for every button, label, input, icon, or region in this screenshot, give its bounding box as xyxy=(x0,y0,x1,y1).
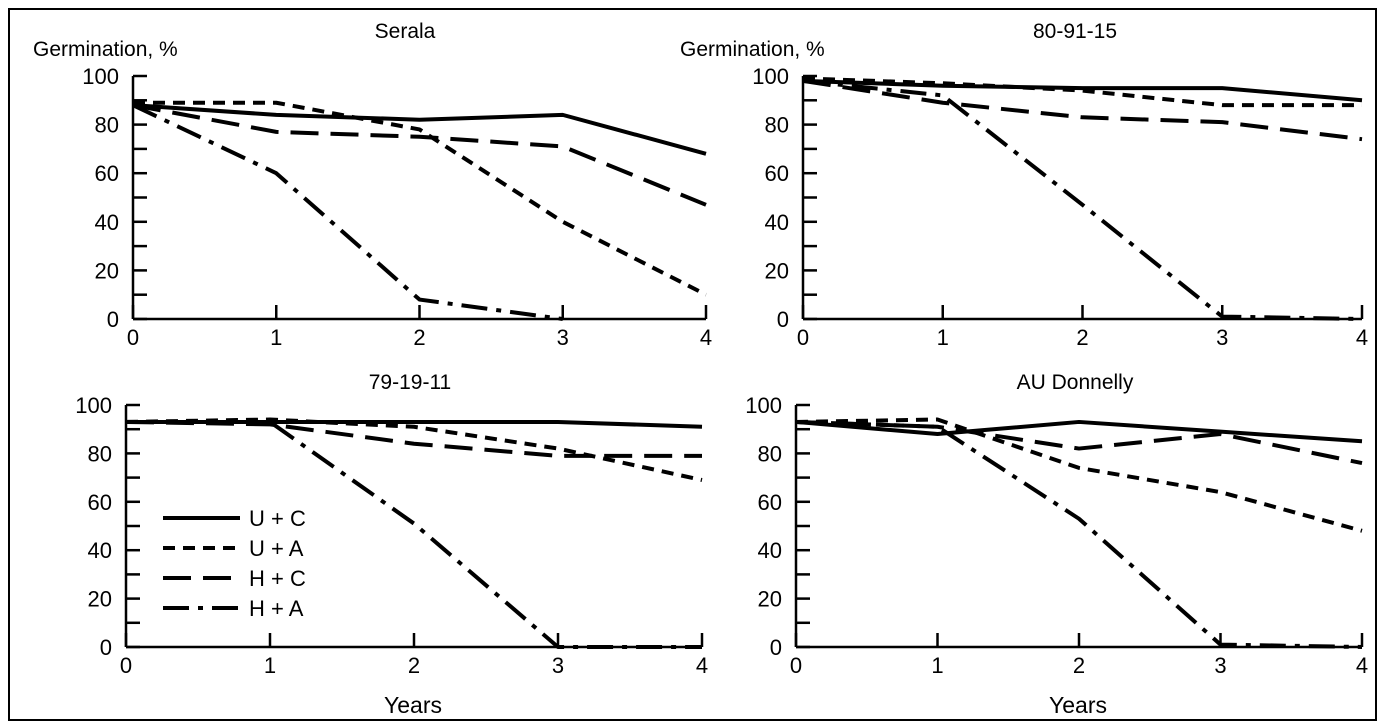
panel-79-19-11-title: 79-19-11 xyxy=(369,371,452,394)
panel-79-19-11: 0 20 40 60 80 100 0 1 2 3 4 xyxy=(75,393,708,678)
y-tick-label: 60 xyxy=(765,161,789,186)
y-tick-label: 80 xyxy=(95,113,119,138)
y-tick-label: 80 xyxy=(88,441,112,466)
y-tick-label: 100 xyxy=(75,393,112,418)
y-tick-label: 100 xyxy=(745,393,782,418)
panel-79-19-11-xlabel: Years xyxy=(384,692,442,718)
legend-label: H + C xyxy=(249,566,306,591)
x-tick-label: 2 xyxy=(1076,325,1088,350)
x-tick-label: 2 xyxy=(1073,653,1085,678)
x-tick-label: 4 xyxy=(696,653,708,678)
figure-frame xyxy=(8,8,1377,721)
y-tick-label: 40 xyxy=(95,210,119,235)
series-line-dashed xyxy=(795,419,1363,466)
x-tick-label: 0 xyxy=(120,653,132,678)
series-line-solid xyxy=(132,103,707,156)
series-line-dotted xyxy=(802,76,1362,108)
panel-80-91-15: 0 20 40 60 80 100 0 1 2 3 4 xyxy=(752,64,1368,350)
y-tick-label: 0 xyxy=(770,635,782,660)
y-tick-label: 0 xyxy=(777,307,789,332)
x-tick-label: 2 xyxy=(408,653,420,678)
y-tick-label: 20 xyxy=(88,587,112,612)
series-line-dashed xyxy=(125,419,702,458)
y-tick-label: 20 xyxy=(765,258,789,283)
y-tick-label: 100 xyxy=(82,64,119,89)
x-tick-label: 1 xyxy=(264,653,276,678)
x-tick-label: 3 xyxy=(552,653,564,678)
legend-label: U + A xyxy=(249,536,304,561)
series-line-dashdot xyxy=(795,419,1363,649)
panel-au-donnelly-title: AU Donnelly xyxy=(1017,371,1134,394)
y-tick-label: 80 xyxy=(758,441,782,466)
series-line-dotted xyxy=(133,100,707,297)
y-tick-label: 0 xyxy=(107,307,119,332)
y-tick-label: 0 xyxy=(100,635,112,660)
y-tick-label: 20 xyxy=(758,587,782,612)
x-tick-label: 1 xyxy=(270,325,282,350)
y-tick-label: 60 xyxy=(88,490,112,515)
panel-serala-title: Serala xyxy=(375,20,436,43)
series-line-dotted xyxy=(795,417,1363,533)
y-tick-label: 40 xyxy=(765,210,789,235)
series-line-dashdot xyxy=(132,103,564,321)
x-tick-label: 4 xyxy=(1356,653,1368,678)
panel-80-91-15-ylabel: Germination, % xyxy=(680,38,825,61)
panel-serala: 0 20 40 60 80 100 0 1 2 3 4 xyxy=(82,64,712,350)
x-tick-label: 0 xyxy=(790,653,802,678)
series-line-solid xyxy=(795,419,1363,444)
legend-label: H + A xyxy=(249,596,304,621)
x-tick-label: 2 xyxy=(413,325,425,350)
x-tick-label: 4 xyxy=(700,325,712,350)
legend: U + C U + A H + C H + A xyxy=(163,506,306,621)
legend-label: U + C xyxy=(249,506,306,531)
x-tick-label: 0 xyxy=(127,325,139,350)
y-tick-label: 80 xyxy=(765,113,789,138)
y-tick-label: 100 xyxy=(752,64,789,89)
series-line-dotted xyxy=(125,417,703,482)
x-tick-label: 1 xyxy=(931,653,943,678)
panel-au-donnelly: 0 20 40 60 80 100 0 1 2 3 4 xyxy=(745,393,1368,678)
series-line-dashed xyxy=(802,78,1363,142)
series-line-dashed xyxy=(132,103,707,207)
panel-80-91-15-title: 80-91-15 xyxy=(1033,20,1117,43)
x-tick-label: 3 xyxy=(1216,325,1228,350)
series-line-dashdot xyxy=(126,419,702,649)
x-tick-label: 0 xyxy=(797,325,809,350)
y-tick-label: 20 xyxy=(95,258,119,283)
y-tick-label: 60 xyxy=(758,490,782,515)
panel-au-donnelly-xlabel: Years xyxy=(1049,692,1107,718)
x-tick-label: 3 xyxy=(1214,653,1226,678)
x-tick-label: 1 xyxy=(937,325,949,350)
y-tick-label: 40 xyxy=(758,538,782,563)
panel-serala-ylabel: Germination, % xyxy=(33,38,178,61)
series-line-dashdot xyxy=(802,78,1363,321)
series-line-solid xyxy=(802,78,1363,103)
y-tick-label: 60 xyxy=(95,161,119,186)
x-tick-label: 4 xyxy=(1356,325,1368,350)
x-tick-label: 3 xyxy=(557,325,569,350)
y-tick-label: 40 xyxy=(88,538,112,563)
